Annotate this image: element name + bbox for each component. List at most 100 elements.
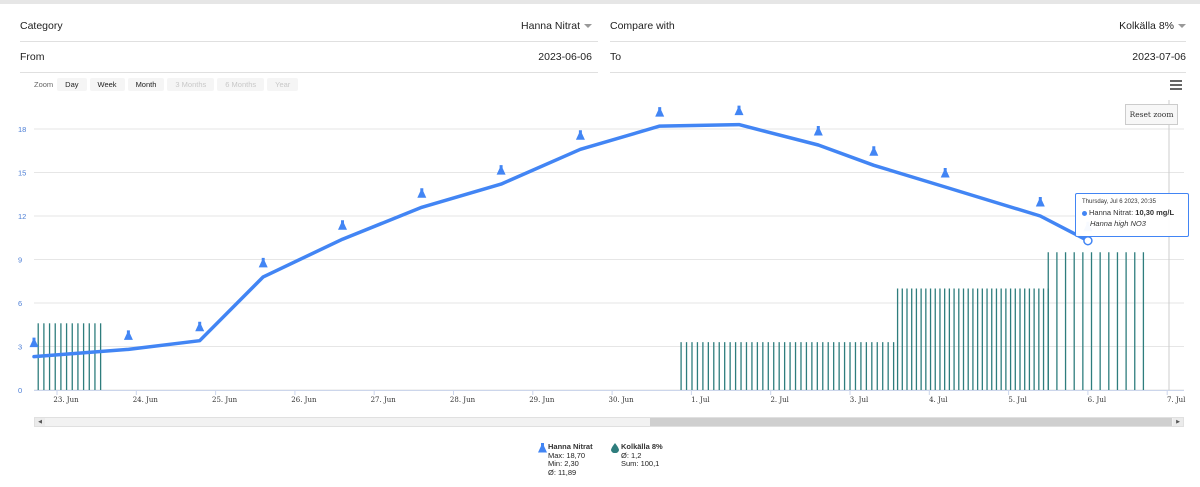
flask-marker[interactable] — [655, 107, 665, 117]
hover-point — [1083, 235, 1093, 246]
filter-row-dates: From 2023-06-06 To 2023-07-06 — [0, 43, 1200, 73]
x-tick-label: 25. Jun — [212, 396, 238, 404]
zoom-6months-button[interactable]: 6 Months — [217, 77, 265, 91]
line-series — [32, 122, 1090, 359]
navigator-scrollbar[interactable]: ◀ ▶ — [34, 417, 1184, 427]
flask-marker[interactable] — [258, 257, 268, 268]
chevron-down-icon — [584, 24, 592, 29]
flask-marker[interactable] — [940, 168, 950, 178]
zoom-3months-button[interactable]: 3 Months — [167, 77, 215, 91]
zoom-month-button[interactable]: Month — [127, 77, 165, 91]
legend-name: Hanna Nitrat — [548, 442, 593, 451]
zoom-label: Zoom — [34, 79, 54, 89]
compare-select[interactable]: Compare with Kolkälla 8% — [610, 12, 1186, 42]
grid — [34, 128, 1184, 391]
y-tick-label: 6 — [18, 299, 22, 308]
tooltip: Thursday, Jul 6 2023, 20:35 Hanna Nitrat… — [1075, 193, 1189, 237]
x-tick-label: 26. Jun — [291, 396, 317, 404]
tooltip-series: Hanna Nitrat — [1089, 208, 1132, 217]
legend-item-hanna-nitrat[interactable]: Hanna Nitrat Max: 18,70 Min: 2,30 Ø: 11,… — [538, 442, 593, 477]
flask-marker[interactable] — [813, 126, 823, 136]
tooltip-note: Hanna high NO3 — [1090, 219, 1146, 228]
top-border — [0, 0, 1200, 4]
zoom-day-button[interactable]: Day — [57, 77, 87, 91]
scroll-right-icon[interactable]: ▶ — [1173, 418, 1183, 426]
flask-marker[interactable] — [869, 146, 879, 156]
from-value: 2023-06-06 — [538, 51, 592, 63]
x-tick-label: 7. Jul — [1167, 396, 1186, 404]
legend-name: Kolkälla 8% — [621, 442, 663, 451]
flask-marker[interactable] — [338, 220, 347, 230]
flask-marker-shape — [258, 257, 268, 268]
flask-marker[interactable] — [734, 105, 744, 116]
category-select[interactable]: Category Hanna Nitrat — [20, 12, 598, 42]
series-line — [32, 122, 1090, 359]
flask-marker[interactable] — [29, 337, 39, 348]
y-axis: 0 3 6 9 12 15 18 — [18, 125, 26, 395]
flask-marker[interactable] — [575, 130, 585, 140]
legend-stat: Sum: 100,1 — [621, 459, 660, 468]
legend-item-kolkalla[interactable]: Kolkälla 8% Ø: 1,2 Sum: 100,1 — [611, 442, 663, 469]
flask-marker-shape — [338, 220, 347, 230]
chevron-down-icon — [1178, 24, 1186, 29]
flask-marker-shape — [417, 188, 427, 198]
flask-marker[interactable] — [417, 188, 427, 198]
x-tick-label: 24. Jun — [133, 396, 159, 404]
flask-marker-shape — [29, 337, 39, 348]
x-tick-label: 29. Jun — [529, 396, 555, 404]
y-tick-label: 15 — [18, 169, 26, 178]
legend-stat: Min: 2,30 — [548, 459, 579, 468]
y-tick-label: 18 — [18, 125, 26, 134]
x-tick-label: 2. Jul — [770, 396, 789, 404]
drop-icon — [611, 443, 619, 453]
y-tick-label: 9 — [18, 256, 22, 265]
hamburger-menu-icon[interactable] — [1170, 80, 1182, 90]
compare-label: Compare with — [610, 20, 675, 32]
y-tick-label: 3 — [18, 343, 22, 352]
flask-marker[interactable] — [1035, 197, 1045, 207]
x-tick-label: 30. Jun — [609, 396, 635, 404]
flask-marker-shape — [813, 126, 823, 136]
tooltip-value: 10,30 mg/L — [1135, 208, 1175, 217]
to-date-field[interactable]: To 2023-07-06 — [610, 43, 1186, 73]
zoom-year-button[interactable]: Year — [267, 77, 299, 91]
flask-marker[interactable] — [195, 321, 205, 332]
zoom-week-button[interactable]: Week — [89, 77, 125, 91]
flask-marker-shape — [940, 168, 950, 178]
legend-stat: Ø: 11,89 — [548, 467, 577, 477]
filter-row-category: Category Hanna Nitrat Compare with Kolkä… — [0, 12, 1200, 42]
flask-marker-shape — [734, 105, 744, 116]
flask-marker-shape — [869, 146, 879, 156]
legend-stat: Ø: 1,2 — [621, 450, 642, 460]
x-tick-label: 4. Jul — [929, 396, 948, 404]
from-date-field[interactable]: From 2023-06-06 — [20, 43, 598, 73]
flask-marker[interactable] — [123, 330, 133, 340]
x-tick-label: 27. Jun — [371, 396, 397, 404]
to-value: 2023-07-06 — [1132, 51, 1186, 63]
scroll-thumb[interactable] — [650, 418, 1172, 426]
line-markers — [29, 105, 1093, 348]
flask-marker-shape — [1035, 197, 1045, 207]
tooltip-dot-icon — [1082, 210, 1087, 216]
flask-marker-shape — [575, 130, 585, 140]
y-tick-label: 12 — [18, 212, 26, 221]
compare-value: Kolkälla 8% — [1119, 20, 1174, 32]
category-value: Hanna Nitrat — [521, 20, 580, 32]
tooltip-date: Thursday, Jul 6 2023, 20:35 — [1082, 199, 1156, 205]
flask-marker-shape — [123, 330, 133, 340]
legend-stat: Max: 18,70 — [548, 450, 586, 460]
flask-marker[interactable] — [496, 165, 506, 175]
scroll-left-icon[interactable]: ◀ — [35, 418, 45, 426]
to-label: To — [610, 51, 622, 63]
flask-marker-shape — [655, 107, 665, 117]
bar-series — [37, 252, 1145, 390]
y-tick-label: 0 — [18, 386, 22, 395]
x-tick-label: 1. Jul — [691, 396, 710, 404]
flask-marker-shape — [195, 321, 205, 332]
flask-marker-shape — [496, 165, 506, 175]
from-label: From — [20, 51, 45, 63]
reset-zoom-button[interactable]: Reset zoom — [1125, 104, 1178, 125]
x-tick-label: 3. Jul — [850, 396, 869, 404]
flask-icon — [538, 443, 547, 453]
